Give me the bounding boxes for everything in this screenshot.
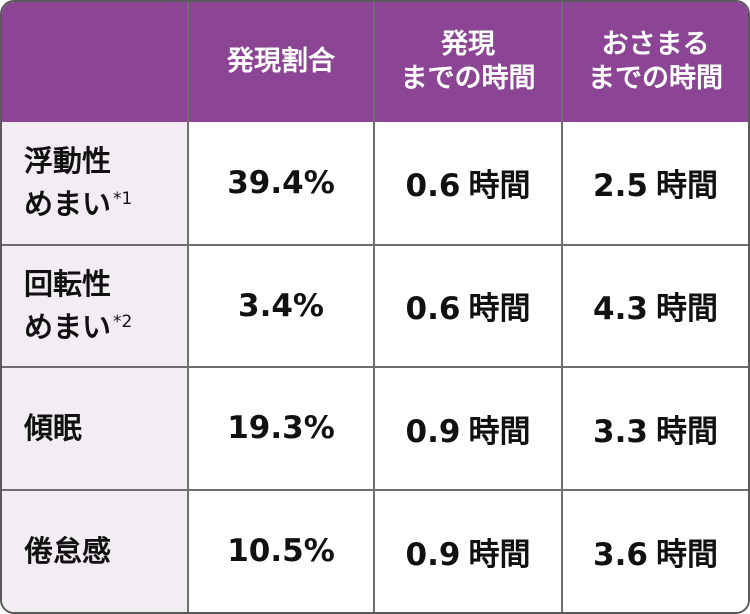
resolve-value: 3.3 xyxy=(593,413,648,450)
resolve-value: 2.5 xyxy=(593,168,648,205)
row-label-rotational-dizziness: 回転性 めまい *2 xyxy=(2,243,189,368)
row-label-line1: 浮動性 xyxy=(24,144,112,179)
header-onset-line2: までの時間 xyxy=(400,63,536,94)
resolve-unit: 時間 xyxy=(655,291,718,328)
onset-value: 0.9 xyxy=(405,413,461,450)
header-onset-line1: 発現 xyxy=(441,29,495,60)
footnote-marker: *2 xyxy=(113,312,133,333)
onset-unit: 時間 xyxy=(468,536,531,573)
onset-value: 0.9 xyxy=(405,536,461,573)
row-label-line2: めまい xyxy=(24,187,112,222)
row-label-fatigue: 倦怠感 xyxy=(2,488,189,612)
header-resolve-line1: おさまる xyxy=(601,29,710,60)
resolve-cell: 4.3 時間 xyxy=(561,243,748,368)
onset-value: 0.6 xyxy=(405,168,461,205)
header-resolve-time: おさまる までの時間 xyxy=(561,2,748,122)
onset-cell: 0.9 時間 xyxy=(373,488,563,612)
incidence-cell: 10.5% xyxy=(187,488,375,612)
table-row: 倦怠感 10.5% 0.9 時間 3.6 時間 xyxy=(2,488,748,612)
header-incidence-label: 発現割合 xyxy=(227,46,335,77)
incidence-cell: 39.4% xyxy=(187,122,375,246)
table-row: 傾眠 19.3% 0.9 時間 3.3 時間 xyxy=(2,366,748,491)
resolve-unit: 時間 xyxy=(655,413,718,450)
onset-cell: 0.6 時間 xyxy=(373,243,563,368)
row-label-line2: めまい xyxy=(24,310,112,345)
row-label-somnolence: 傾眠 xyxy=(2,366,189,491)
onset-unit: 時間 xyxy=(468,168,531,205)
header-resolve-line2: までの時間 xyxy=(588,63,723,94)
row-label-line1: 回転性 xyxy=(24,267,112,302)
incidence-cell: 19.3% xyxy=(187,366,375,491)
table-header-row: 発現割合 発現 までの時間 おさまる までの時間 xyxy=(2,2,748,122)
row-label-floating-dizziness: 浮動性 めまい *1 xyxy=(2,122,189,246)
resolve-cell: 3.3 時間 xyxy=(561,366,748,491)
resolve-value: 3.6 xyxy=(593,536,648,573)
resolve-value: 4.3 xyxy=(593,291,648,328)
header-onset-time: 発現 までの時間 xyxy=(373,2,563,122)
header-incidence: 発現割合 xyxy=(187,2,375,122)
row-label-line1: 倦怠感 xyxy=(24,534,112,569)
incidence-value: 19.3% xyxy=(227,410,335,447)
onset-cell: 0.9 時間 xyxy=(373,366,563,491)
incidence-value: 39.4% xyxy=(227,164,335,201)
header-corner-cell xyxy=(2,2,189,122)
incidence-cell: 3.4% xyxy=(187,243,375,368)
onset-value: 0.6 xyxy=(405,291,461,328)
row-label-line1: 傾眠 xyxy=(24,411,83,446)
table-row: 浮動性 めまい *1 39.4% 0.6 時間 2.5 時間 xyxy=(2,122,748,246)
resolve-unit: 時間 xyxy=(655,168,718,205)
resolve-cell: 3.6 時間 xyxy=(561,488,748,612)
resolve-unit: 時間 xyxy=(655,536,718,573)
resolve-cell: 2.5 時間 xyxy=(561,122,748,246)
onset-unit: 時間 xyxy=(468,413,531,450)
onset-cell: 0.6 時間 xyxy=(373,122,563,246)
footnote-marker: *1 xyxy=(113,189,133,210)
incidence-value: 10.5% xyxy=(227,533,335,570)
onset-unit: 時間 xyxy=(468,291,531,328)
incidence-value: 3.4% xyxy=(238,287,324,324)
table-row: 回転性 めまい *2 3.4% 0.6 時間 4.3 時間 xyxy=(2,243,748,368)
